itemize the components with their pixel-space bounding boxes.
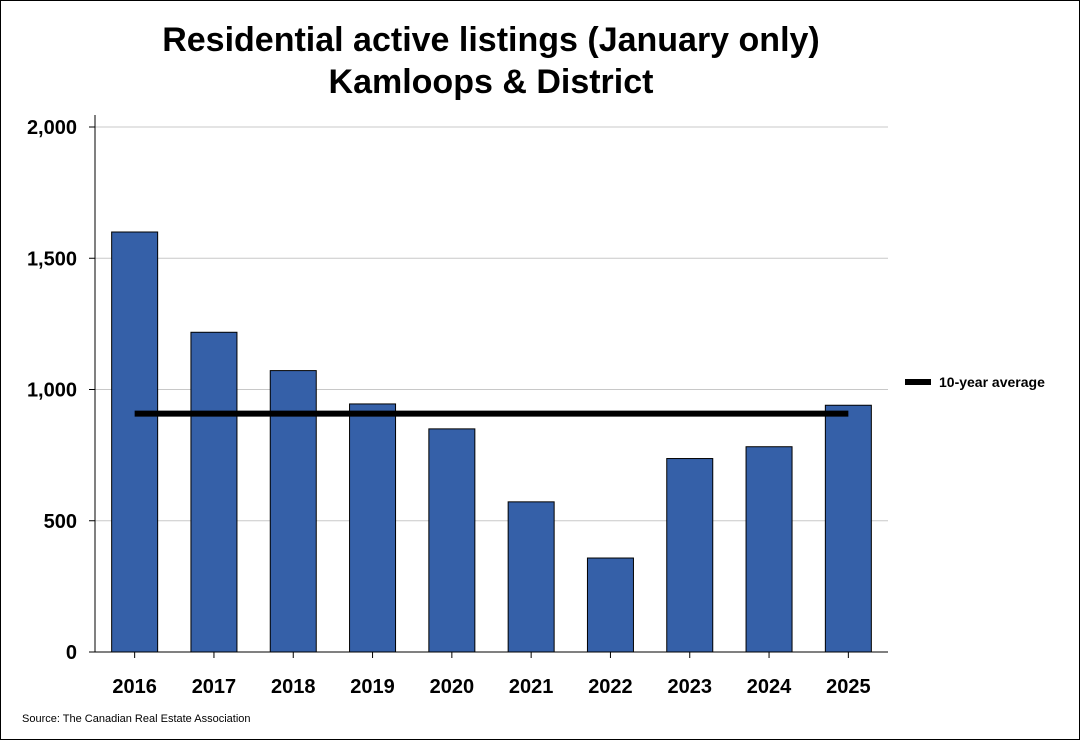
y-tick-label: 1,000 <box>27 380 77 402</box>
bar-2022 <box>586 557 634 653</box>
x-tick-label: 2020 <box>430 676 475 698</box>
bar-2018 <box>269 370 317 653</box>
x-tick-labels: 2016 2017 2018 2019 2020 2021 2022 2023 2024 2025 <box>112 676 870 698</box>
y-tick-labels: 0 500 1,000 1,500 2,000 <box>27 117 77 664</box>
bar-2016 <box>111 231 159 653</box>
legend-swatch-average-line <box>905 379 931 385</box>
x-tick-label: 2016 <box>112 676 157 698</box>
bar-2019 <box>349 403 397 653</box>
chart-title-block: Residential active listings (January onl… <box>1 19 981 103</box>
bar-2020 <box>428 428 476 653</box>
x-tick-label: 2025 <box>826 676 871 698</box>
x-tick-label: 2023 <box>668 676 713 698</box>
x-tick-label: 2024 <box>747 676 792 698</box>
x-tick-label: 2017 <box>192 676 237 698</box>
bar-2024 <box>745 446 793 653</box>
x-tick-label: 2021 <box>509 676 554 698</box>
x-tick-label: 2018 <box>271 676 316 698</box>
bar-2025 <box>824 404 872 653</box>
legend: 10-year average <box>905 374 1045 390</box>
x-tick-label: 2022 <box>588 676 633 698</box>
chart-subtitle: Kamloops & District <box>328 63 654 101</box>
y-tick-label: 1,500 <box>27 248 77 270</box>
x-tick-label: 2019 <box>350 676 395 698</box>
axes <box>89 115 888 658</box>
bars <box>111 231 872 653</box>
chart-title: Residential active listings (January onl… <box>162 21 820 59</box>
bar-2023 <box>666 458 714 653</box>
bar-2021 <box>507 501 555 653</box>
y-tick-label: 2,000 <box>27 117 77 139</box>
source-note: Source: The Canadian Real Estate Associa… <box>22 713 251 725</box>
y-tick-label: 500 <box>44 511 77 533</box>
y-tick-label: 0 <box>66 642 77 664</box>
bar-2017 <box>190 331 238 653</box>
legend-label: 10-year average <box>939 374 1045 390</box>
